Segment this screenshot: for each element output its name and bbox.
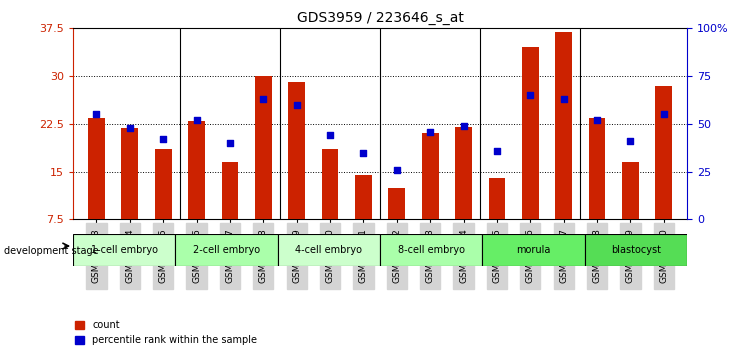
Point — [591, 117, 603, 123]
Bar — [422, 133, 439, 219]
Bar — [556, 32, 572, 219]
Point — [291, 102, 303, 108]
Point — [124, 125, 136, 131]
Point — [658, 112, 670, 117]
Text: 8-cell embryo: 8-cell embryo — [398, 245, 465, 255]
Bar — [355, 175, 372, 219]
Bar — [278, 234, 380, 266]
Bar — [121, 129, 138, 219]
Bar — [189, 121, 205, 219]
Bar — [288, 82, 305, 219]
Title: GDS3959 / 223646_s_at: GDS3959 / 223646_s_at — [297, 11, 463, 24]
Bar — [585, 234, 687, 266]
Point — [224, 140, 236, 146]
Bar — [488, 178, 505, 219]
Text: 4-cell embryo: 4-cell embryo — [295, 245, 363, 255]
Point — [257, 96, 269, 102]
Text: morula: morula — [516, 245, 551, 255]
Bar — [175, 234, 278, 266]
Text: 2-cell embryo: 2-cell embryo — [193, 245, 260, 255]
Bar — [455, 127, 472, 219]
Bar — [588, 118, 605, 219]
Bar — [380, 234, 482, 266]
Point — [325, 132, 336, 138]
Bar — [656, 86, 672, 219]
Point — [624, 138, 636, 144]
Bar — [155, 149, 172, 219]
Point — [191, 117, 202, 123]
Bar — [221, 162, 238, 219]
Bar — [88, 118, 105, 219]
Point — [524, 92, 536, 98]
Text: blastocyst: blastocyst — [611, 245, 661, 255]
Point — [357, 150, 369, 155]
Bar — [73, 234, 175, 266]
Point — [391, 167, 403, 173]
Point — [491, 148, 503, 154]
Point — [458, 123, 469, 129]
Legend: count, percentile rank within the sample: count, percentile rank within the sample — [71, 316, 261, 349]
Bar — [622, 162, 639, 219]
Point — [91, 112, 102, 117]
Bar — [482, 234, 585, 266]
Point — [157, 136, 169, 142]
Point — [424, 129, 436, 135]
Bar — [388, 188, 405, 219]
Bar — [255, 76, 272, 219]
Text: 1-cell embryo: 1-cell embryo — [91, 245, 158, 255]
Bar — [522, 47, 539, 219]
Text: development stage: development stage — [4, 246, 98, 256]
Point — [558, 96, 569, 102]
Bar — [322, 149, 338, 219]
